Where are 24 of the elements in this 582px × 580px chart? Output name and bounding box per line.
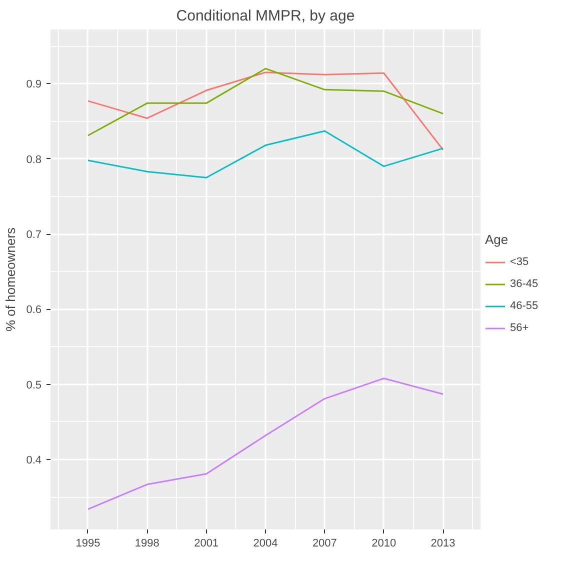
y-tick-label: 0.7 xyxy=(26,229,42,242)
x-tick-label: 2001 xyxy=(194,538,219,550)
line-series xyxy=(87,130,444,178)
x-tick-label: 2004 xyxy=(253,538,278,550)
x-tick-label: 2013 xyxy=(430,538,456,550)
y-tick-label: 0.5 xyxy=(26,379,42,392)
y-tick-label: 0.6 xyxy=(26,304,42,316)
x-tick-label: 1995 xyxy=(76,538,100,550)
x-tick-label: 2007 xyxy=(312,538,337,550)
y-axis-title: % of homeowners xyxy=(3,226,18,332)
line-series xyxy=(87,72,444,151)
y-tick-label: 0.9 xyxy=(26,78,42,91)
line-series xyxy=(87,378,444,510)
x-tick-label: 1998 xyxy=(134,538,160,550)
chart-title: Conditional MMPR, by age xyxy=(176,8,355,24)
legend-label: 46-55 xyxy=(510,300,538,312)
y-tick-label: 0.4 xyxy=(26,454,42,467)
legend-title: Age xyxy=(485,232,510,246)
y-tick-label: 0.8 xyxy=(26,154,42,166)
legend-label: 36-45 xyxy=(510,278,538,290)
x-tick-label: 2010 xyxy=(372,538,396,550)
legend-label: <35 xyxy=(510,256,530,268)
legend-label: 56+ xyxy=(510,322,530,334)
line-series xyxy=(87,68,444,136)
